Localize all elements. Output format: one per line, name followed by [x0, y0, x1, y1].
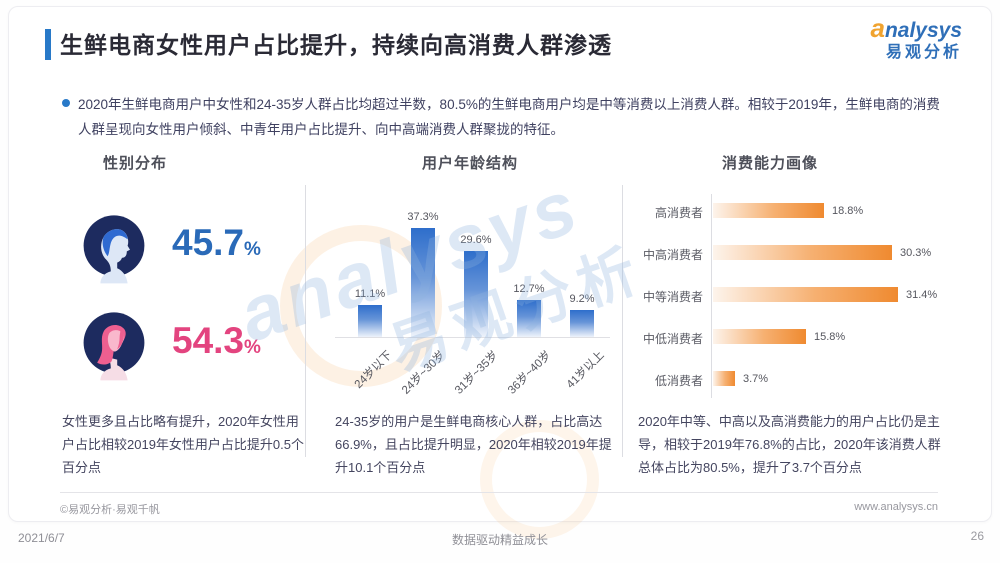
- age-bar: [358, 305, 382, 337]
- consumption-category-label: 中高消费者: [642, 248, 703, 262]
- consumption-bar-value: 30.3%: [900, 247, 932, 259]
- male-percentage: 45.7%: [172, 222, 261, 264]
- consumption-category-label: 低消费者: [654, 374, 703, 388]
- age-bar-value: 29.6%: [460, 234, 492, 246]
- age-bar-value: 11.1%: [354, 288, 386, 300]
- consumption-bar: [713, 245, 892, 260]
- age-chart: 11.1% 24岁以下 37.3% 24岁~30岁 29.6% 31岁~35岁 12.7% 3…: [330, 195, 615, 400]
- section-title-consumption: 消费能力画像: [721, 155, 818, 172]
- logo-chinese: 易观分析: [885, 43, 962, 61]
- page-title: 生鲜电商女性用户占比提升，持续向高消费人群渗透: [60, 32, 612, 58]
- x-axis-line: [335, 337, 610, 338]
- content-card: [8, 6, 992, 522]
- section-divider: [305, 185, 306, 457]
- footer-divider: [60, 492, 938, 493]
- footer-slogan: 数据驱动精益成长: [451, 533, 548, 547]
- section-title-gender: 性别分布: [102, 155, 167, 172]
- age-bar-value: 9.2%: [569, 293, 595, 305]
- consumption-bar: [713, 287, 898, 302]
- consumption-chart: 高消费者 18.8% 中高消费者 30.3% 中等消费者 31.4% 中低消费者 15.8% 低…: [633, 192, 963, 404]
- female-avatar-icon: [74, 302, 154, 390]
- section-divider: [622, 185, 623, 457]
- male-value: 45.7: [172, 222, 245, 263]
- note-age: 24-35岁的用户是生鲜电商核心人群，占比高达66.9%，且占比提升明显，202…: [335, 414, 612, 475]
- age-bar-value: 37.3%: [407, 211, 439, 223]
- consumption-bar-value: 3.7%: [743, 373, 769, 385]
- consumption-bar: [713, 329, 806, 344]
- y-axis-line: [711, 194, 712, 398]
- percent-sign: %: [244, 337, 261, 358]
- bullet-dot-icon: [62, 99, 70, 107]
- percent-sign: %: [244, 239, 261, 260]
- note-gender: 女性更多且占比略有提升，2020年女性用户占比相较2019年女性用户占比提升0.…: [62, 414, 304, 475]
- page-number: 26: [970, 529, 984, 543]
- section-title-age: 用户年龄结构: [421, 155, 518, 172]
- age-bar: [570, 310, 594, 337]
- consumption-bar: [713, 203, 824, 218]
- consumption-bar-value: 15.8%: [814, 331, 846, 343]
- analysys-logo: analysys 易观分析: [870, 14, 962, 61]
- consumption-bar: [713, 371, 735, 386]
- copyright-text: ©易观分析·易观千帆: [60, 504, 160, 516]
- age-bar-value: 12.7%: [513, 283, 545, 295]
- summary-text: 2020年生鲜电商用户中女性和24-35岁人群占比均超过半数，80.5%的生鲜电…: [78, 97, 940, 137]
- note-consumption: 2020年中等、中高以及高消费能力的用户占比仍是主导，相较于2019年76.8%…: [638, 414, 941, 475]
- age-bar: [464, 251, 488, 337]
- consumption-category-label: 高消费者: [654, 206, 703, 220]
- consumption-category-label: 中低消费者: [642, 332, 703, 346]
- age-bar: [411, 228, 435, 337]
- female-value: 54.3: [172, 320, 245, 361]
- title-accent-bar: [45, 29, 51, 60]
- consumption-bar-value: 18.8%: [832, 205, 864, 217]
- logo-latin: nalysys: [884, 19, 962, 42]
- footer-date: 2021/6/7: [18, 531, 65, 545]
- female-percentage: 54.3%: [172, 320, 261, 362]
- age-bar: [517, 300, 541, 337]
- consumption-category-label: 中等消费者: [642, 290, 703, 304]
- website-text: www.analysys.cn: [854, 501, 938, 513]
- male-avatar-icon: [74, 205, 154, 293]
- logo-a-swirl-icon: a: [870, 13, 885, 43]
- logo-wordmark: analysys: [870, 14, 962, 43]
- consumption-bar-value: 31.4%: [906, 289, 938, 301]
